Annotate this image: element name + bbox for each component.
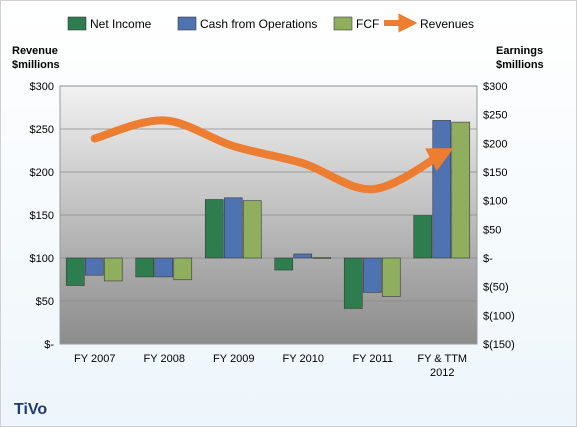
right-tick-label: $200 bbox=[483, 138, 507, 150]
legend-swatch-cash-from-operations bbox=[177, 16, 197, 31]
bar-cash-from-operations bbox=[432, 120, 452, 259]
bar-net-income bbox=[65, 257, 85, 286]
bar-net-income bbox=[413, 215, 433, 259]
legend-label-net-income: Net Income bbox=[90, 17, 152, 31]
category-label: FY 2011 bbox=[352, 353, 393, 365]
category-label: FY 2009 bbox=[213, 353, 254, 365]
bar-fcf bbox=[312, 257, 332, 259]
left-tick-label: $- bbox=[44, 339, 54, 351]
left-tick-label: $150 bbox=[30, 210, 54, 222]
category-label: FY 2008 bbox=[144, 353, 185, 365]
right-tick-label: $150 bbox=[483, 167, 507, 179]
bar-fcf bbox=[451, 121, 471, 259]
bar-fcf bbox=[381, 257, 401, 297]
revenue-line bbox=[90, 116, 454, 194]
left-tick-label: $50 bbox=[36, 296, 54, 308]
left-tick-label: $100 bbox=[30, 253, 54, 265]
bar-fcf bbox=[173, 257, 193, 281]
legend-swatch-fcf bbox=[333, 16, 353, 31]
bar-net-income bbox=[343, 257, 363, 309]
right-tick-label: $50 bbox=[483, 224, 501, 236]
right-tick-label: $(150) bbox=[483, 339, 515, 351]
right-tick-label: $- bbox=[483, 253, 493, 265]
right-tick-label: $100 bbox=[483, 196, 507, 208]
bar-net-income bbox=[135, 257, 155, 278]
bar-net-income bbox=[204, 199, 224, 259]
right-axis-title: Earnings $millions bbox=[496, 45, 544, 71]
bar-fcf bbox=[103, 257, 123, 282]
category-label: FY 2007 bbox=[74, 353, 115, 365]
bar-cash-from-operations bbox=[293, 253, 313, 259]
left-axis-title: Revenue $millions bbox=[12, 45, 60, 71]
left-tick-label: $300 bbox=[30, 81, 54, 93]
right-tick-label: $(100) bbox=[483, 310, 515, 322]
right-tick-label: $(50) bbox=[483, 282, 509, 294]
category-label: FY 2010 bbox=[283, 353, 324, 365]
right-tick-label: $300 bbox=[483, 81, 507, 93]
legend-label-fcf: FCF bbox=[356, 17, 379, 31]
right-tick-label: $250 bbox=[483, 110, 507, 122]
left-tick-label: $200 bbox=[30, 167, 54, 179]
bar-cash-from-operations bbox=[154, 257, 174, 278]
left-tick-label: $250 bbox=[30, 124, 54, 136]
legend-swatch-net-income bbox=[67, 16, 87, 31]
bar-cash-from-operations bbox=[362, 257, 382, 293]
bar-cash-from-operations bbox=[223, 197, 243, 259]
chart-title: TiVo bbox=[14, 401, 47, 418]
bar-fcf bbox=[242, 200, 262, 259]
bar-cash-from-operations bbox=[84, 257, 104, 276]
legend-label-revenues: Revenues bbox=[420, 17, 474, 31]
bar-net-income bbox=[274, 257, 294, 271]
category-label: FY & TTM 2012 bbox=[417, 353, 467, 379]
legend-label-cash-from-operations: Cash from Operations bbox=[200, 17, 317, 31]
